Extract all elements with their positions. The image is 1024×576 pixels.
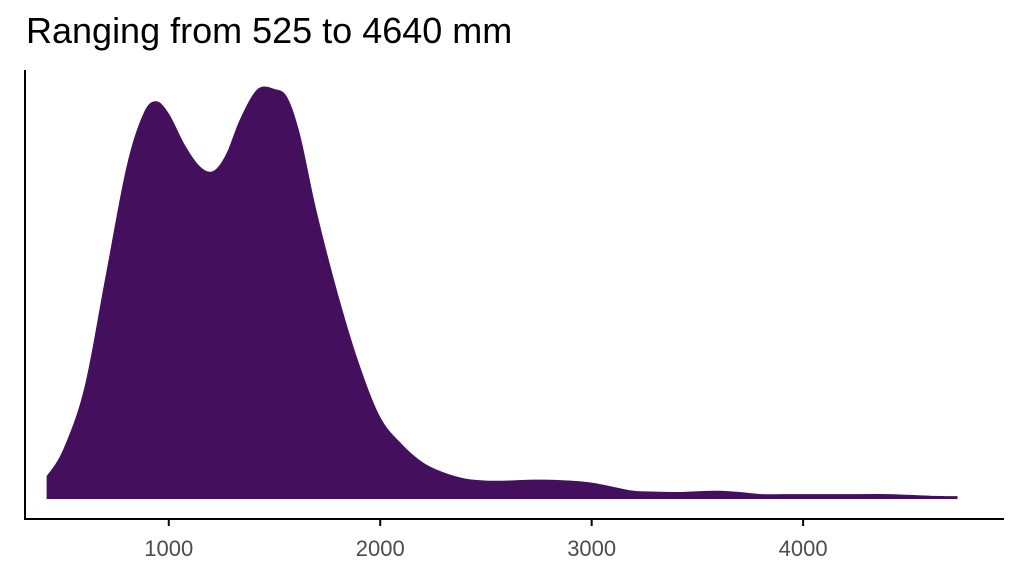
- density-area: [46, 86, 958, 499]
- x-tick-label: 3000: [567, 536, 616, 561]
- chart-title: Ranging from 525 to 4640 mm: [26, 10, 513, 51]
- x-tick-label: 1000: [144, 536, 193, 561]
- x-tick-label: 2000: [356, 536, 405, 561]
- x-tick-label: 4000: [779, 536, 828, 561]
